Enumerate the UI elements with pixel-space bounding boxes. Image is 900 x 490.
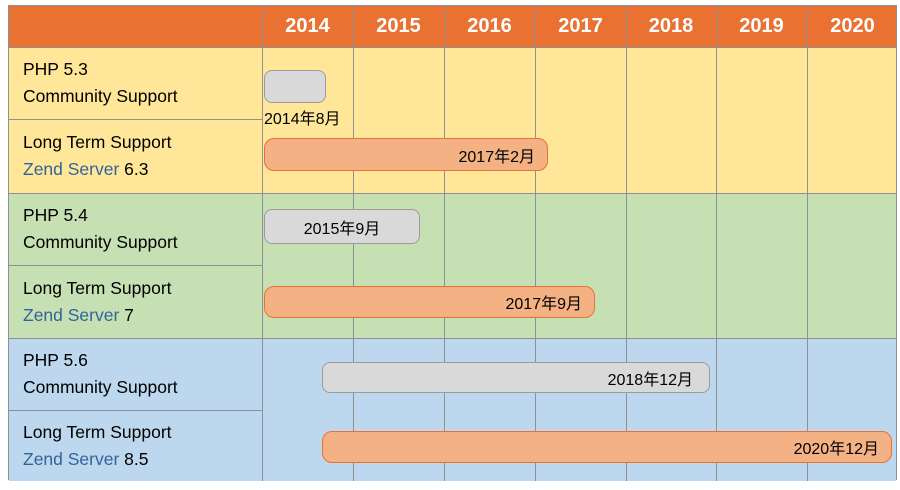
label-php53-community: PHP 5.3 Community Support: [9, 47, 262, 119]
zend-server-brand: Zend Server: [23, 159, 120, 179]
label-line: Zend Server 7: [23, 302, 262, 329]
label-zend-server-85: Long Term Support Zend Server 8.5: [9, 410, 262, 481]
bar-zend-server-63-lts: 2017年2月: [264, 138, 548, 171]
year-header-2016: 2016: [467, 15, 512, 37]
label-line: Community Support: [23, 377, 178, 397]
gridline-2019: [716, 6, 717, 481]
row-divider-php54: [9, 265, 262, 266]
bar-end-label: 2017年9月: [505, 296, 583, 313]
gridline-2020: [807, 6, 808, 481]
gridline-2017: [535, 6, 536, 481]
support-timeline-table: 2014 2015 2016 2017 2018 2019 2020 PHP 5…: [8, 5, 897, 481]
zend-server-brand: Zend Server: [23, 448, 120, 469]
bar-zend-server-7-lts: 2017年9月: [264, 286, 595, 318]
label-line: Zend Server 8.5: [23, 446, 262, 473]
label-line: PHP 5.6: [23, 350, 88, 370]
row-divider-php56: [9, 410, 262, 411]
label-zend-server-7: Long Term Support Zend Server 7: [9, 265, 262, 338]
year-header-2020: 2020: [830, 15, 875, 37]
label-php56-community: PHP 5.6 Community Support: [9, 338, 262, 410]
year-header-2019: 2019: [739, 15, 784, 37]
label-line: Long Term Support: [23, 421, 172, 442]
year-header-2018: 2018: [648, 15, 694, 37]
label-line: PHP 5.4: [23, 205, 88, 225]
label-line: Community Support: [23, 232, 178, 252]
label-line: Long Term Support: [23, 277, 172, 298]
row-divider-php53: [9, 119, 262, 120]
label-line: Long Term Support: [23, 132, 172, 152]
bar-end-label: 2017年2月: [458, 148, 536, 166]
gridline-2018: [626, 6, 627, 481]
zend-server-brand: Zend Server: [23, 304, 120, 325]
year-header-2015: 2015: [376, 15, 421, 37]
year-header-2017: 2017: [558, 15, 603, 37]
zend-server-version: 6.3: [124, 159, 149, 179]
group-divider-green-blue: [9, 338, 896, 339]
label-line: Zend Server 6.3: [23, 156, 262, 183]
bar-php53-community: [264, 70, 326, 103]
label-line: PHP 5.3: [23, 59, 88, 79]
gridline-label-column: [262, 6, 263, 481]
group-divider-yellow-green: [9, 193, 896, 194]
bar-php53-community-end-label: 2014年8月: [264, 111, 341, 128]
zend-server-version: 7: [124, 304, 134, 325]
label-php54-community: PHP 5.4 Community Support: [9, 193, 262, 265]
bar-end-label: 2020年12月: [793, 441, 879, 458]
gridline-2016: [444, 6, 445, 481]
header-divider: [9, 47, 896, 48]
label-zend-server-63: Long Term Support Zend Server 6.3: [9, 119, 262, 193]
bar-php54-community: 2015年9月: [264, 209, 420, 244]
bar-end-label: 2015年9月: [303, 220, 381, 238]
bar-end-label: 2018年12月: [607, 371, 693, 389]
bar-zend-server-85-lts: 2020年12月: [322, 431, 892, 463]
zend-server-version: 8.5: [124, 448, 149, 469]
year-header-row: [9, 6, 896, 47]
bar-php56-community: 2018年12月: [322, 362, 710, 393]
label-line: Community Support: [23, 86, 178, 106]
year-header-2014: 2014: [285, 15, 330, 37]
